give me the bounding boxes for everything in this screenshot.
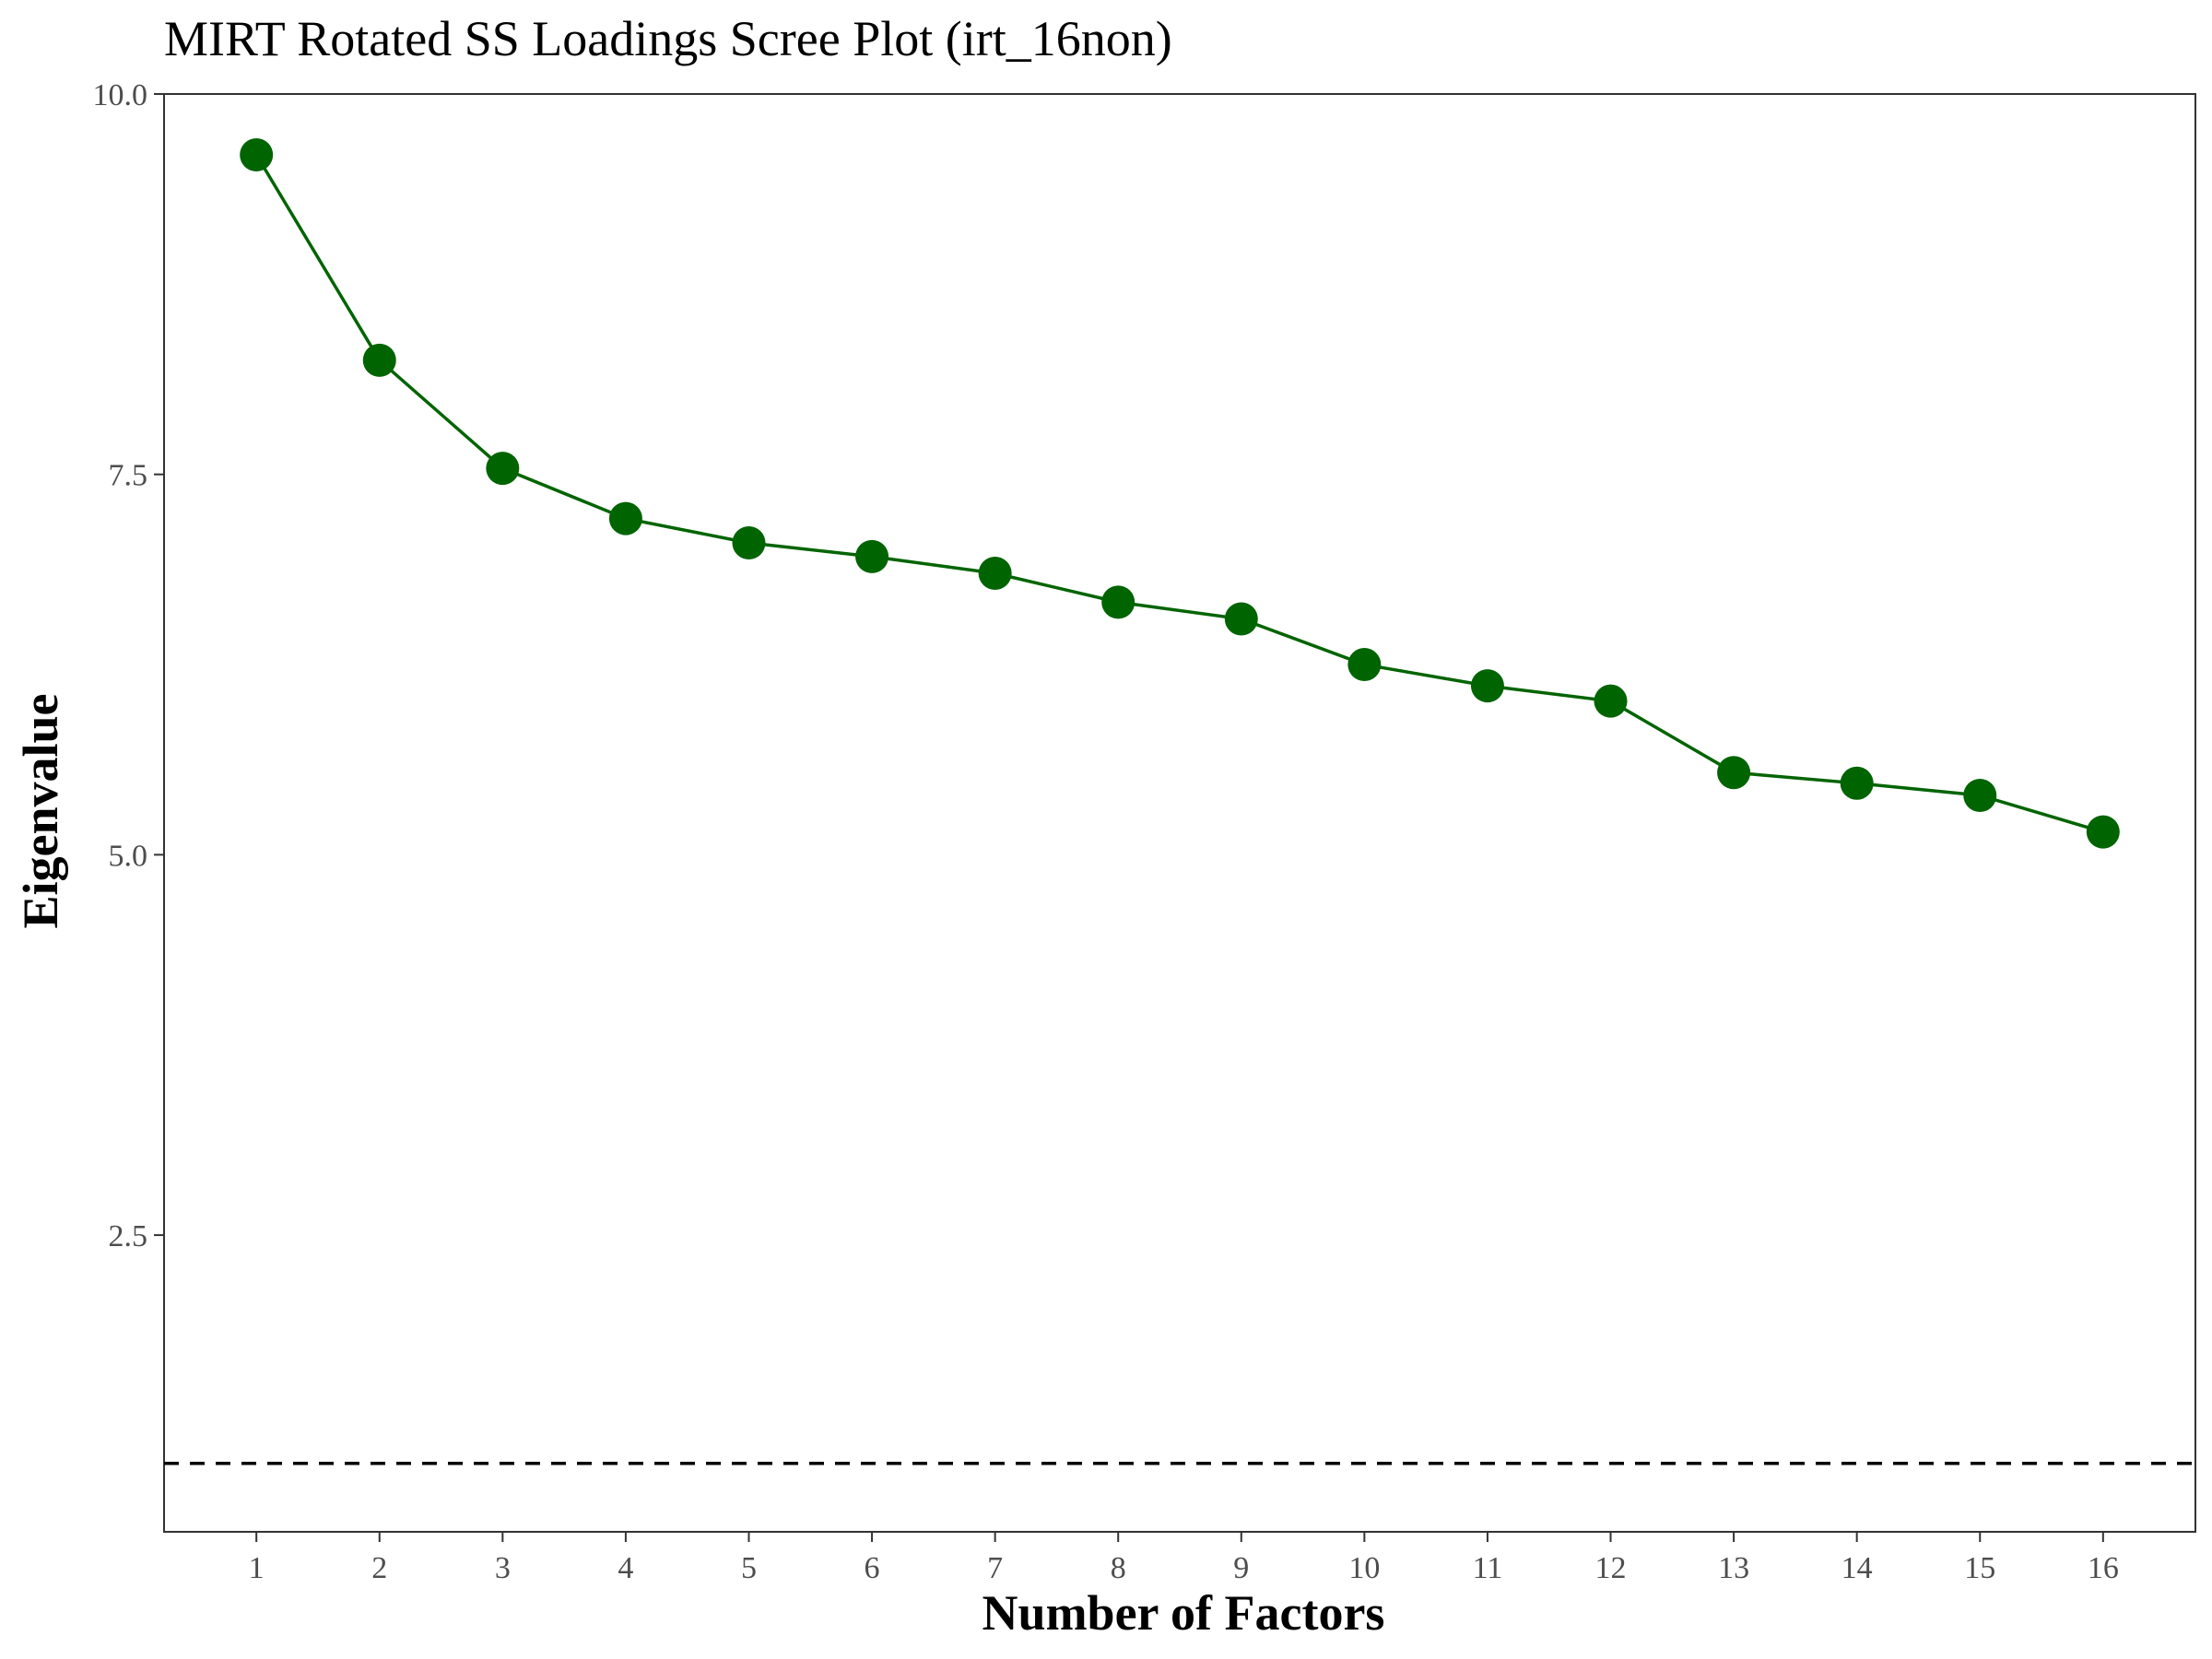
data-point bbox=[1963, 779, 1997, 813]
data-points bbox=[240, 138, 2120, 849]
x-tick-label: 11 bbox=[1473, 1551, 1503, 1585]
y-tick-label: 7.5 bbox=[109, 459, 148, 493]
x-tick-label: 6 bbox=[865, 1551, 880, 1585]
x-tick-label: 16 bbox=[2088, 1551, 2119, 1585]
x-tick-label: 15 bbox=[1964, 1551, 1995, 1585]
data-point bbox=[1470, 669, 1504, 703]
y-tick-label: 5.0 bbox=[109, 839, 148, 873]
data-point bbox=[1594, 684, 1628, 718]
x-tick-label: 8 bbox=[1111, 1551, 1126, 1585]
data-point bbox=[978, 557, 1012, 590]
data-point bbox=[362, 343, 396, 377]
x-tick-label: 4 bbox=[618, 1551, 633, 1585]
y-axis-ticks: 2.5 5.0 7.5 10.0 bbox=[93, 78, 164, 1253]
data-point bbox=[486, 452, 520, 486]
y-tick-label: 10.0 bbox=[93, 78, 148, 112]
data-point bbox=[2086, 815, 2120, 849]
x-axis-title: Number of Factors bbox=[982, 1585, 1385, 1641]
x-tick-label: 2 bbox=[371, 1551, 387, 1585]
x-axis-ticks: 1 2 3 4 5 6 7 8 9 10 11 12 13 14 15 16 bbox=[249, 1532, 2119, 1585]
series-line bbox=[254, 154, 2104, 834]
x-tick-label: 10 bbox=[1348, 1551, 1380, 1585]
x-tick-label: 3 bbox=[495, 1551, 511, 1585]
data-point bbox=[1717, 756, 1751, 790]
x-tick-label: 14 bbox=[1841, 1551, 1873, 1585]
data-point bbox=[732, 525, 766, 559]
x-tick-label: 12 bbox=[1595, 1551, 1627, 1585]
x-tick-label: 5 bbox=[741, 1551, 757, 1585]
x-tick-label: 7 bbox=[987, 1551, 1003, 1585]
y-tick-label: 2.5 bbox=[109, 1219, 148, 1253]
data-point bbox=[1347, 648, 1382, 682]
data-point bbox=[1101, 585, 1135, 619]
x-tick-label: 1 bbox=[249, 1551, 265, 1585]
data-point bbox=[1840, 766, 1874, 800]
data-point bbox=[608, 501, 642, 535]
chart-title: MIRT Rotated SS Loadings Scree Plot (irt… bbox=[164, 11, 1172, 66]
data-point bbox=[240, 138, 274, 172]
x-tick-label: 13 bbox=[1718, 1551, 1749, 1585]
plot-panel bbox=[163, 93, 2196, 1533]
y-axis-title: Eigenvalue bbox=[13, 693, 68, 928]
data-point bbox=[855, 539, 889, 573]
x-tick-label: 9 bbox=[1233, 1551, 1249, 1585]
data-point bbox=[1224, 602, 1258, 636]
